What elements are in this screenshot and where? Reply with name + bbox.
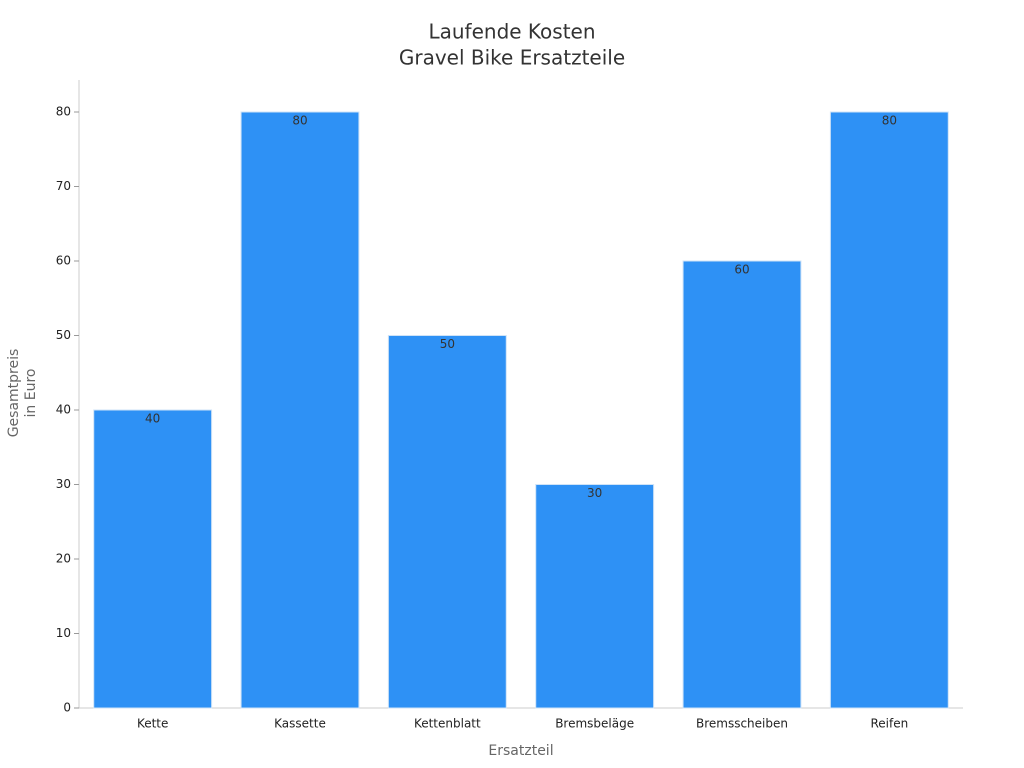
x-tick-label: Kettenblatt [414, 717, 481, 731]
y-tick-label: 20 [56, 552, 71, 566]
data-label: 80 [292, 114, 307, 128]
x-axis-title: Ersatzteil [488, 743, 553, 759]
chart-title: Laufende Kosten [428, 20, 595, 44]
data-label: 50 [440, 337, 455, 351]
x-tick-label: Bremsscheiben [696, 717, 788, 731]
data-label: 40 [145, 412, 160, 426]
y-tick-label: 0 [63, 701, 71, 715]
bar [387, 335, 507, 709]
x-tick-label: Reifen [870, 717, 908, 731]
x-tick-label: Kassette [274, 717, 326, 731]
data-label: 80 [882, 114, 897, 128]
y-tick-label: 60 [56, 254, 71, 268]
data-label: 30 [587, 486, 602, 500]
y-tick-label: 70 [56, 179, 71, 193]
x-tick-label: Bremsbeläge [555, 717, 634, 731]
y-axis-title-line: in Euro [23, 369, 39, 418]
bar [240, 111, 360, 709]
y-tick-label: 40 [56, 403, 71, 417]
x-tick-label: Kette [137, 717, 168, 731]
chart-title: Gravel Bike Ersatzteile [399, 46, 625, 70]
bar [682, 260, 802, 709]
bar [535, 484, 655, 709]
y-tick-label: 10 [56, 626, 71, 640]
y-tick-label: 30 [56, 477, 71, 491]
y-tick-label: 50 [56, 328, 71, 342]
data-label: 60 [734, 263, 749, 277]
bar [93, 409, 213, 709]
y-axis-title: Gesamtpreis in Euro [6, 349, 39, 438]
y-tick-label: 80 [56, 105, 71, 119]
bar [829, 111, 949, 709]
y-axis-title-line: Gesamtpreis [6, 349, 22, 438]
